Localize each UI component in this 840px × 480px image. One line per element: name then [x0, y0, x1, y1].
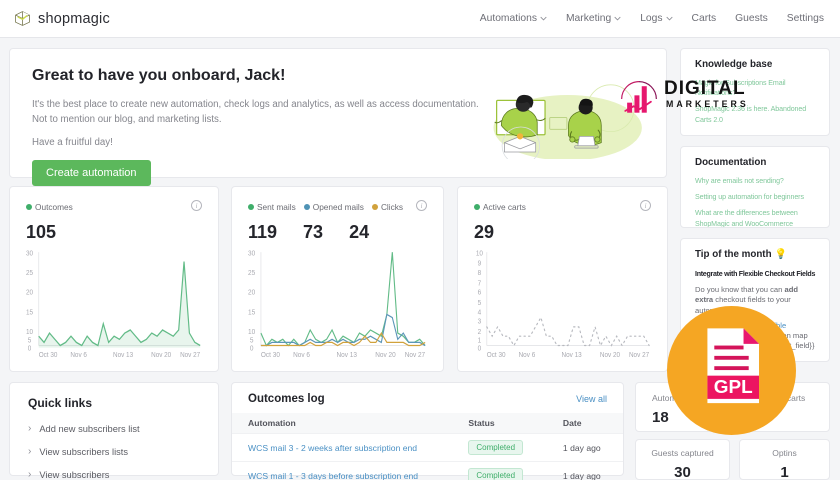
- svg-text:30: 30: [248, 250, 255, 257]
- svg-text:20: 20: [26, 289, 33, 296]
- svg-text:Nov 20: Nov 20: [151, 352, 171, 359]
- svg-text:Nov 13: Nov 13: [113, 352, 133, 359]
- svg-text:Nov 6: Nov 6: [519, 352, 536, 359]
- svg-text:GPL: GPL: [714, 377, 753, 398]
- svg-text:10: 10: [248, 329, 255, 336]
- svg-text:Oct 30: Oct 30: [39, 352, 58, 359]
- svg-text:Nov 6: Nov 6: [293, 352, 310, 359]
- svg-text:20: 20: [248, 289, 255, 296]
- svg-text:Nov 27: Nov 27: [629, 352, 649, 359]
- svg-text:10: 10: [476, 250, 483, 257]
- svg-text:25: 25: [248, 270, 255, 277]
- svg-text:15: 15: [248, 309, 255, 316]
- svg-text:2: 2: [478, 329, 482, 336]
- svg-text:9: 9: [478, 260, 482, 267]
- svg-text:4: 4: [478, 309, 482, 316]
- svg-text:5: 5: [478, 300, 482, 307]
- svg-text:25: 25: [26, 270, 33, 277]
- svg-text:8: 8: [478, 270, 482, 277]
- svg-text:Nov 13: Nov 13: [337, 352, 358, 359]
- svg-text:7: 7: [478, 280, 482, 287]
- svg-text:Nov 27: Nov 27: [405, 352, 426, 359]
- svg-text:0: 0: [250, 345, 254, 352]
- svg-text:30: 30: [26, 250, 33, 257]
- svg-text:Nov 27: Nov 27: [180, 352, 200, 359]
- svg-text:5: 5: [250, 337, 254, 344]
- svg-text:3: 3: [478, 318, 482, 325]
- svg-text:0: 0: [478, 345, 482, 352]
- svg-text:Oct 30: Oct 30: [487, 352, 506, 359]
- svg-text:5: 5: [28, 337, 32, 344]
- svg-text:0: 0: [28, 345, 32, 352]
- svg-text:Nov 20: Nov 20: [600, 352, 620, 359]
- svg-text:Oct 30: Oct 30: [261, 352, 280, 359]
- svg-text:1: 1: [478, 337, 482, 344]
- svg-text:Nov 13: Nov 13: [562, 352, 582, 359]
- svg-text:Nov 6: Nov 6: [70, 352, 87, 359]
- svg-text:Nov 20: Nov 20: [375, 352, 396, 359]
- svg-text:10: 10: [26, 329, 33, 336]
- svg-text:15: 15: [26, 309, 33, 316]
- svg-text:6: 6: [478, 289, 482, 296]
